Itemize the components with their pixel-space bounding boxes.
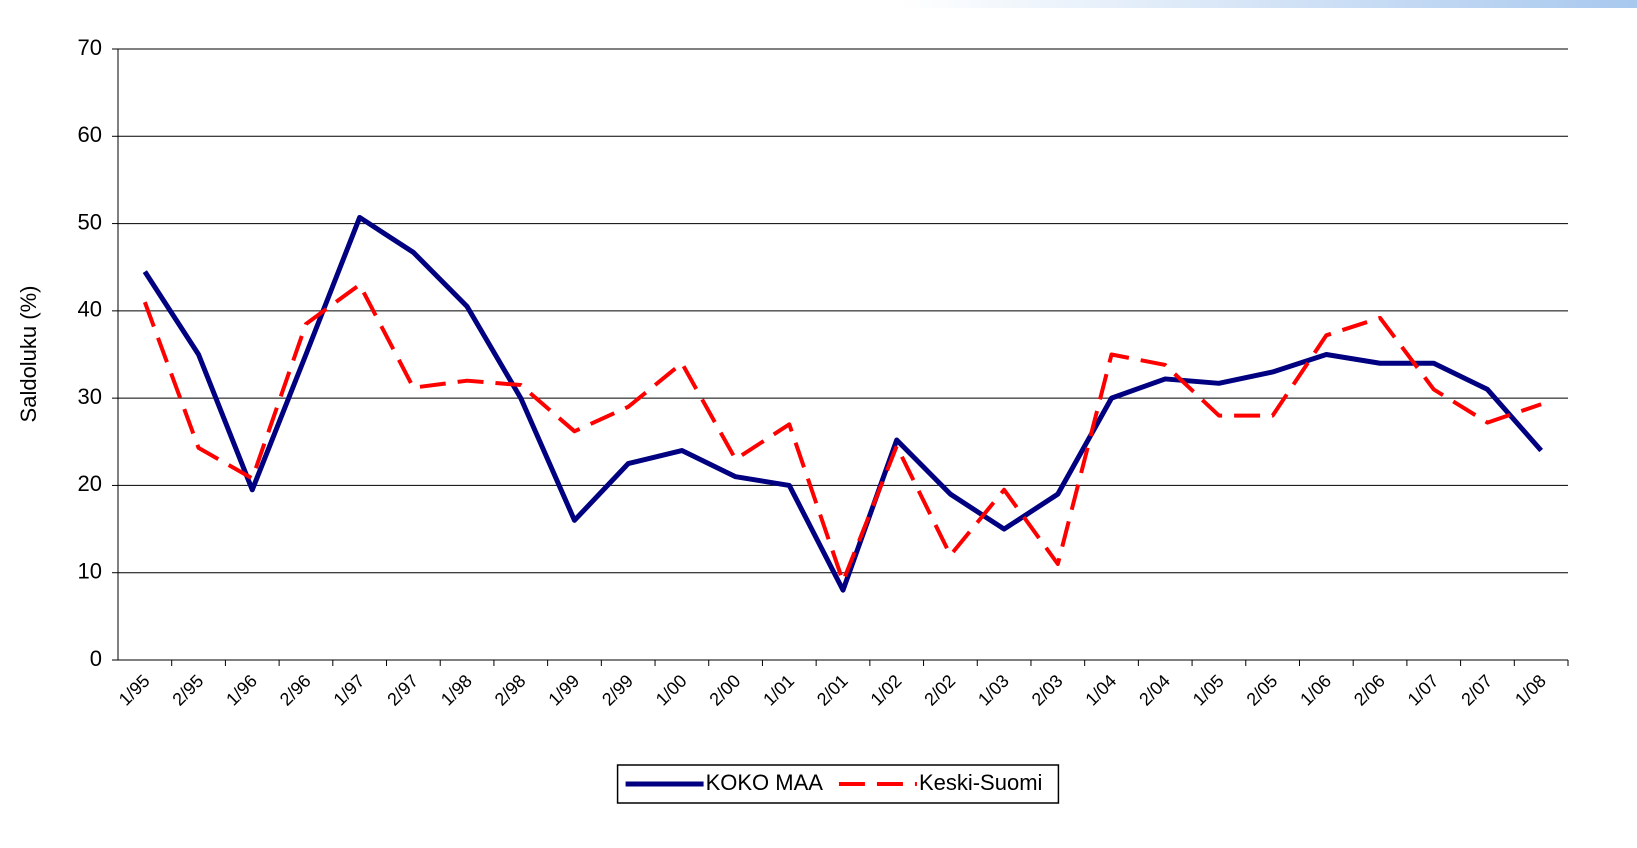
x-tick-label: 2/06 [1350,671,1389,710]
x-tick-label: 2/04 [1135,671,1174,710]
y-axis-label: Saldoluku (%) [16,286,41,423]
x-tick-label: 1/01 [759,671,798,710]
y-tick-label: 50 [78,209,102,234]
x-tick-label: 2/96 [276,671,315,710]
x-tick-label: 1/02 [867,671,906,710]
x-tick-label: 1/96 [222,671,261,710]
x-tick-label: 1/95 [115,671,154,710]
decor-bar [900,0,1637,8]
series-line [142,214,1544,593]
x-tick-label: 1/04 [1081,671,1120,710]
x-tick-label: 2/95 [168,671,207,710]
y-tick-label: 30 [78,384,102,409]
legend: KOKO MAA Keski-Suomi [616,764,1060,804]
y-tick-label: 40 [78,297,102,322]
y-tick-label: 70 [78,35,102,60]
y-tick-label: 60 [78,122,102,147]
x-tick-label: 1/98 [437,671,476,710]
y-tick-label: 20 [78,471,102,496]
x-tick-label: 2/01 [813,671,852,710]
x-tick-label: 1/03 [974,671,1013,710]
x-tick-label: 1/05 [1189,671,1228,710]
legend-label: Keski-Suomi [919,770,1042,795]
x-tick-label: 1/07 [1404,671,1443,710]
y-tick-label: 10 [78,559,102,584]
x-tick-label: 2/97 [383,671,422,710]
x-tick-label: 1/97 [330,671,369,710]
x-tick-label: 2/02 [920,671,959,710]
x-tick-label: 2/98 [491,671,530,710]
x-tick-label: 1/08 [1511,671,1550,710]
x-tick-label: 2/05 [1243,671,1282,710]
x-tick-label: 2/99 [598,671,637,710]
x-tick-label: 2/07 [1457,671,1496,710]
x-tick-label: 2/00 [705,671,744,710]
legend-label: KOKO MAA [706,770,824,795]
x-tick-label: 1/06 [1296,671,1335,710]
x-tick-label: 1/99 [544,671,583,710]
x-tick-label: 1/00 [652,671,691,710]
y-tick-label: 0 [90,646,102,671]
x-tick-label: 2/03 [1028,671,1067,710]
series-line [142,282,1542,584]
